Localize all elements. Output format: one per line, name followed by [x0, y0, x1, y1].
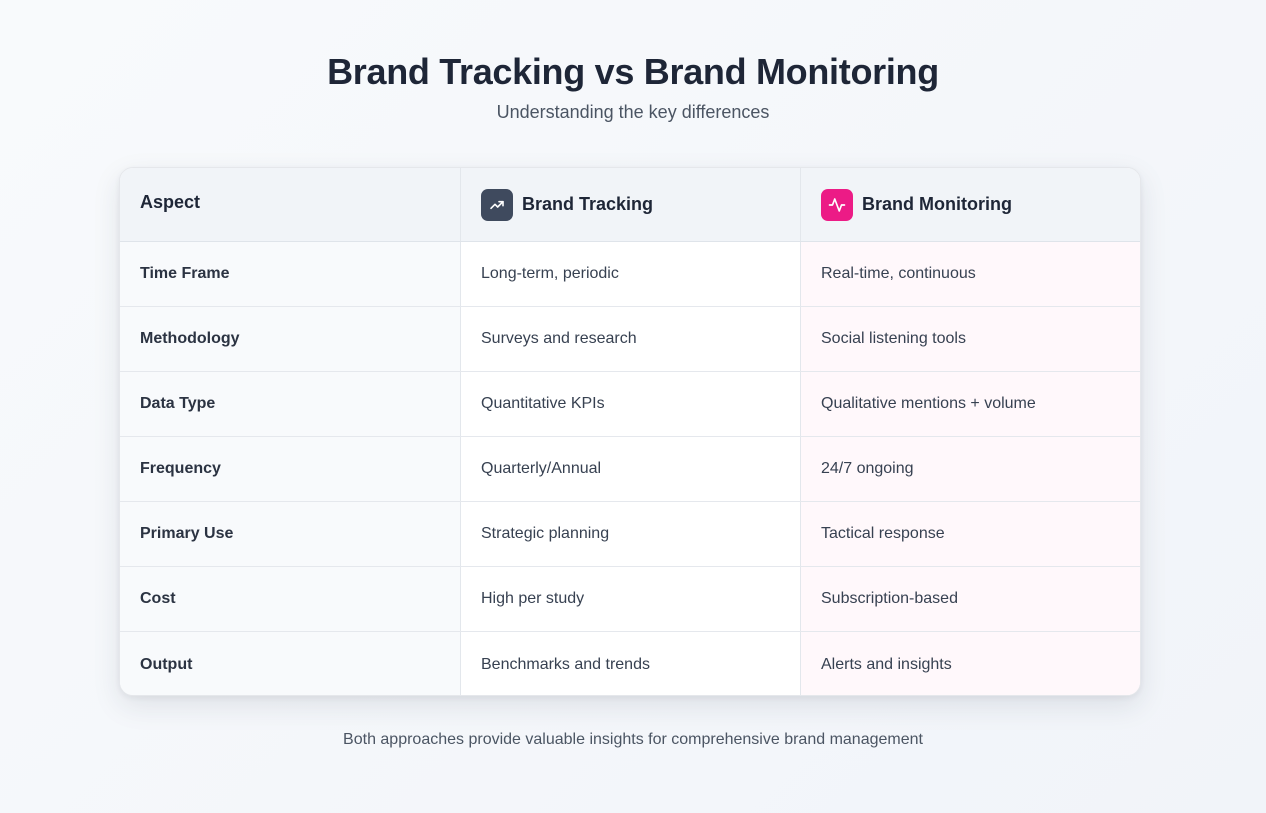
table-row: Methodology Surveys and research Social …: [120, 307, 1140, 372]
row-aspect-cell: Output: [120, 632, 460, 695]
comparison-table: Aspect Brand Tracking Brand Monitoring T…: [119, 167, 1141, 696]
activity-pulse-icon: [821, 188, 853, 221]
column-header-monitoring-label: Brand Monitoring: [862, 194, 1012, 214]
row-aspect-cell: Primary Use: [120, 502, 460, 566]
column-header-aspect: Aspect: [140, 192, 201, 212]
row-tracking-cell: Surveys and research: [460, 307, 800, 371]
row-tracking-cell: Quantitative KPIs: [460, 372, 800, 436]
footer-note: Both approaches provide valuable insight…: [343, 731, 923, 748]
table-row: Frequency Quarterly/Annual 24/7 ongoing: [120, 437, 1140, 502]
row-monitoring-cell: Tactical response: [800, 502, 1140, 566]
row-monitoring-cell: Real-time, continuous: [800, 242, 1140, 306]
table-header-row: Aspect Brand Tracking Brand Monitoring: [120, 168, 1140, 242]
row-monitoring-cell: Subscription-based: [800, 567, 1140, 631]
table-row: Primary Use Strategic planning Tactical …: [120, 502, 1140, 567]
table-row: Time Frame Long-term, periodic Real-time…: [120, 242, 1140, 307]
trending-up-icon: [481, 188, 513, 221]
row-monitoring-cell: 24/7 ongoing: [800, 437, 1140, 501]
row-monitoring-cell: Alerts and insights: [800, 632, 1140, 695]
row-monitoring-cell: Qualitative mentions + volume: [800, 372, 1140, 436]
column-header-monitoring: Brand Monitoring: [800, 168, 1140, 241]
row-tracking-cell: Quarterly/Annual: [460, 437, 800, 501]
row-aspect-cell: Cost: [120, 567, 460, 631]
row-aspect-cell: Time Frame: [120, 242, 460, 306]
page-subtitle: Understanding the key differences: [496, 102, 770, 122]
table-row: Data Type Quantitative KPIs Qualitative …: [120, 372, 1140, 437]
table-row: Cost High per study Subscription-based: [120, 567, 1140, 632]
page-header: Brand Tracking vs Brand Monitoring Under…: [0, 50, 1266, 124]
row-aspect-cell: Frequency: [120, 437, 460, 501]
column-header-tracking: Brand Tracking: [460, 168, 800, 241]
column-header-tracking-label: Brand Tracking: [522, 194, 654, 214]
row-tracking-cell: High per study: [460, 567, 800, 631]
row-tracking-cell: Benchmarks and trends: [460, 632, 800, 695]
row-tracking-cell: Strategic planning: [460, 502, 800, 566]
table-row: Output Benchmarks and trends Alerts and …: [120, 632, 1140, 695]
page-title: Brand Tracking vs Brand Monitoring: [327, 51, 939, 92]
row-tracking-cell: Long-term, periodic: [460, 242, 800, 306]
row-aspect-cell: Methodology: [120, 307, 460, 371]
row-aspect-cell: Data Type: [120, 372, 460, 436]
row-monitoring-cell: Social listening tools: [800, 307, 1140, 371]
